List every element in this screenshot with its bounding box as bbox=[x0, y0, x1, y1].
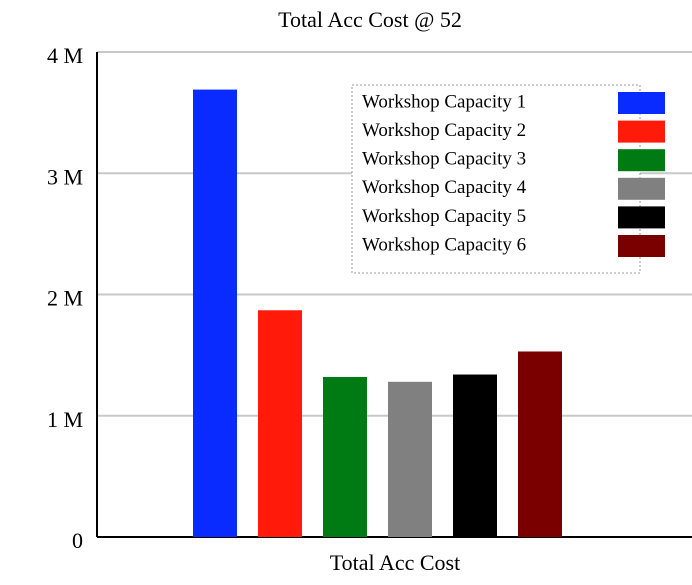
x-tick-label: Total Acc Cost bbox=[330, 550, 460, 575]
bar bbox=[453, 374, 497, 537]
legend-label: Workshop Capacity 6 bbox=[362, 234, 526, 255]
y-tick-label: 4 M bbox=[47, 43, 83, 68]
y-tick-label: 3 M bbox=[47, 164, 83, 189]
legend-label: Workshop Capacity 1 bbox=[362, 91, 526, 112]
legend-label: Workshop Capacity 5 bbox=[362, 206, 526, 227]
legend-swatch bbox=[618, 120, 665, 143]
legend-swatch bbox=[618, 149, 665, 172]
y-tick-label: 1 M bbox=[47, 407, 83, 432]
legend-swatch bbox=[618, 235, 665, 257]
bar bbox=[518, 351, 562, 537]
legend-swatch bbox=[618, 206, 665, 229]
legend-label: Workshop Capacity 2 bbox=[362, 120, 526, 141]
chart-title: Total Acc Cost @ 52 bbox=[278, 7, 462, 32]
legend-label: Workshop Capacity 4 bbox=[362, 177, 527, 198]
bar bbox=[193, 89, 237, 538]
legend-swatch bbox=[618, 92, 665, 114]
y-tick-label: 2 M bbox=[47, 286, 83, 311]
legend-swatch bbox=[618, 177, 665, 200]
bar bbox=[323, 376, 367, 537]
legend-box bbox=[351, 84, 641, 274]
bar bbox=[258, 310, 302, 537]
y-tick-label: 0 bbox=[72, 528, 83, 553]
legend-label: Workshop Capacity 3 bbox=[362, 149, 526, 170]
bar bbox=[388, 381, 432, 537]
